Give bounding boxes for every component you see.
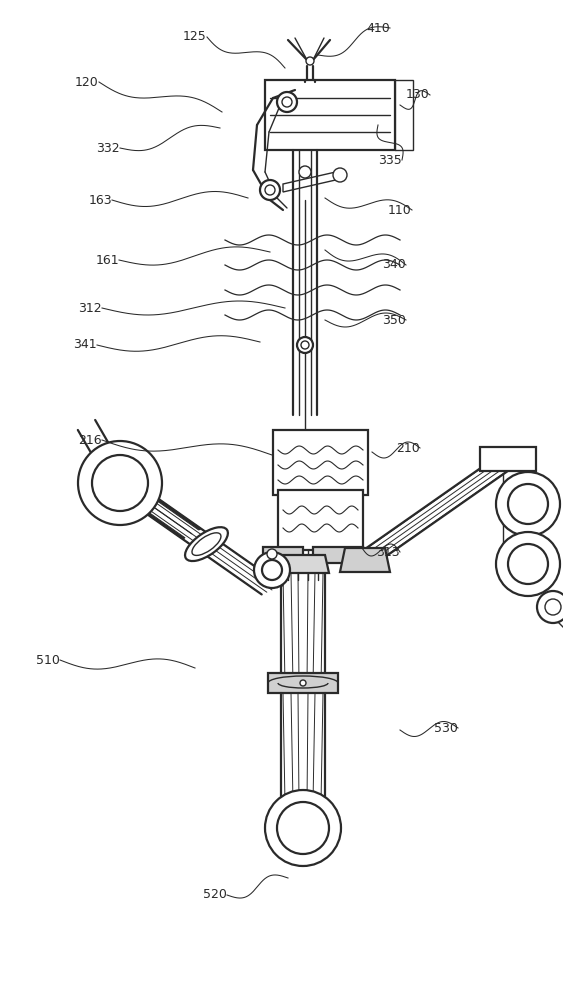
Polygon shape [480,447,536,471]
Circle shape [265,790,341,866]
Circle shape [297,337,313,353]
Circle shape [496,532,560,596]
Polygon shape [268,673,338,693]
Text: 216: 216 [78,434,102,446]
Text: 410: 410 [366,21,390,34]
Ellipse shape [192,533,221,555]
Text: 313: 313 [376,546,400,558]
Text: 163: 163 [88,194,112,207]
Circle shape [262,560,282,580]
Circle shape [333,168,347,182]
Text: 110: 110 [388,204,412,217]
Circle shape [254,552,290,588]
Circle shape [545,599,561,615]
Text: 161: 161 [95,253,119,266]
Text: 120: 120 [75,76,99,89]
Text: 510: 510 [36,654,60,666]
Circle shape [277,92,297,112]
Circle shape [508,484,548,524]
Circle shape [260,180,280,200]
Ellipse shape [185,527,228,561]
Text: 520: 520 [203,888,227,902]
Bar [265,80,395,150]
Circle shape [277,802,329,854]
Bar [395,80,413,150]
Circle shape [537,591,563,623]
Text: 312: 312 [78,302,102,314]
Circle shape [282,97,292,107]
Text: 335: 335 [378,153,402,166]
Text: 332: 332 [96,141,120,154]
Circle shape [265,185,275,195]
Text: 341: 341 [73,338,97,352]
Circle shape [78,441,162,525]
Text: 350: 350 [382,314,406,326]
Polygon shape [313,547,363,563]
Polygon shape [283,171,340,192]
Text: 125: 125 [183,30,207,43]
Circle shape [299,166,311,178]
Circle shape [92,455,148,511]
Circle shape [306,57,314,65]
Circle shape [301,341,309,349]
Polygon shape [277,555,329,573]
Bar [273,430,368,495]
Polygon shape [263,547,303,563]
Text: 530: 530 [434,722,458,734]
Circle shape [508,544,548,584]
Circle shape [496,472,560,536]
Text: 130: 130 [406,89,430,102]
Text: 210: 210 [396,442,420,454]
Circle shape [267,549,277,559]
Circle shape [300,680,306,686]
Text: 340: 340 [382,258,406,271]
Polygon shape [340,548,390,572]
Bar [278,490,363,550]
